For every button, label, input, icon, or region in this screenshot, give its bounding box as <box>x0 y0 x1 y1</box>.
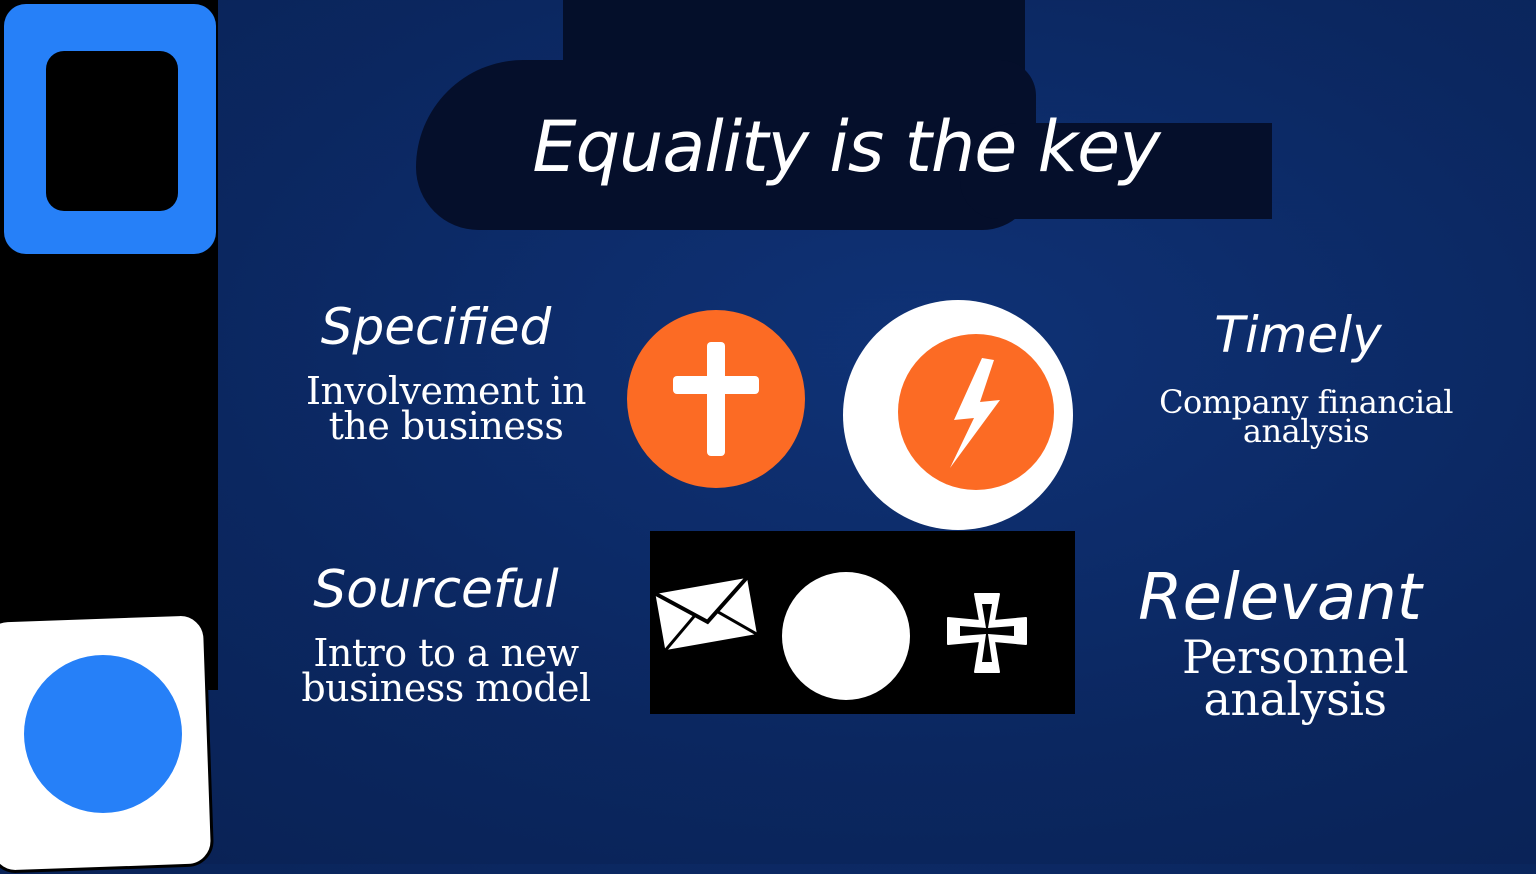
feature-description-relevant: Personnel analysis <box>1181 630 1409 727</box>
feature-description-sourceful: Intro to a new business model <box>301 631 591 710</box>
envelope-icon <box>652 574 760 653</box>
plus-icon-glyph <box>673 342 759 456</box>
lightning-bolt-glyph <box>950 358 1000 468</box>
feature-title-sourceful: Sourceful <box>313 560 559 620</box>
feature-description-specified: Involvement in the business <box>306 369 586 448</box>
plus-icon <box>627 310 805 488</box>
cross-icon <box>947 593 1027 673</box>
square-outline-icon <box>46 51 178 211</box>
circle-icon <box>782 572 910 700</box>
blue-circle-icon <box>24 655 182 813</box>
feature-title-timely: Timely <box>1214 306 1382 364</box>
title-backdrop-right <box>960 123 1272 219</box>
feature-title-specified: Specified <box>320 298 552 356</box>
title-backdrop <box>416 60 1036 230</box>
lightning-bolt-icon <box>898 334 1054 490</box>
page-title: Equality is the key <box>532 106 1160 188</box>
feature-description-timely: Company financial analysis <box>1159 383 1453 451</box>
feature-title-relevant: Relevant <box>1138 561 1422 635</box>
